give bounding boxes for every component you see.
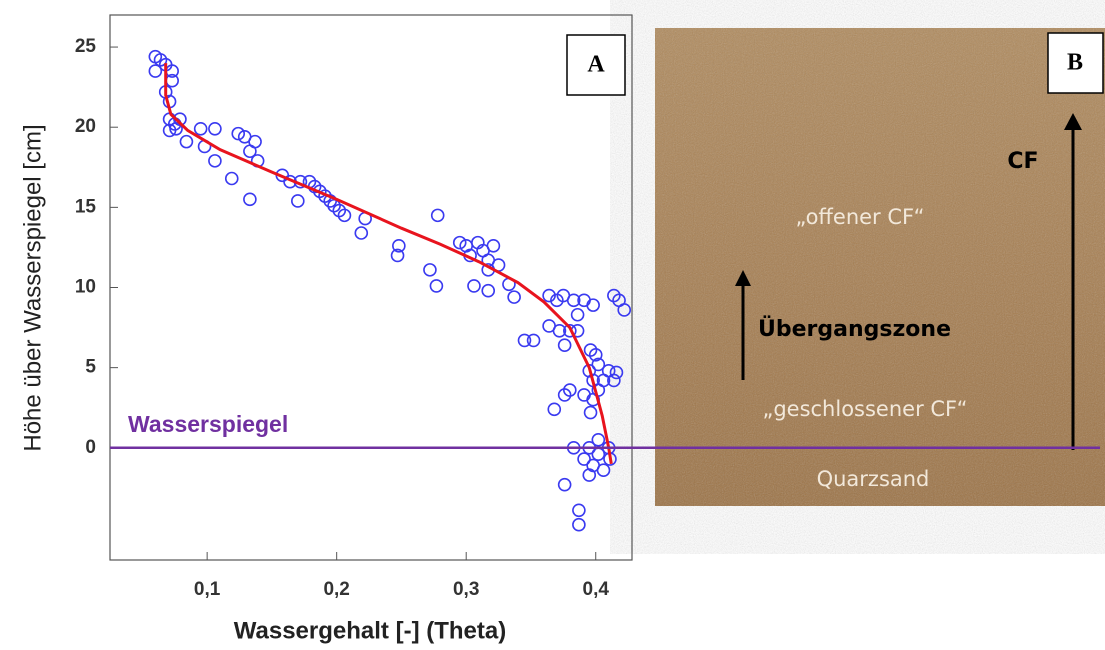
data-point [607, 373, 621, 388]
x-axis-label: Wassergehalt [-] (Theta) [234, 617, 506, 644]
y-axis-label: Höhe über Wasserspiegel [cm] [19, 124, 46, 451]
panel-label: A [587, 52, 605, 78]
data-point [591, 357, 606, 372]
data-point [582, 468, 597, 482]
data-point [586, 298, 600, 312]
data-point [243, 192, 257, 207]
data-point [588, 348, 603, 362]
data-point [193, 122, 208, 136]
y-tick-label: 10 [75, 277, 96, 298]
data-point [557, 477, 572, 492]
panel-label: B [1067, 50, 1083, 76]
data-point [429, 279, 444, 293]
data-point [547, 402, 562, 417]
data-point [577, 388, 591, 402]
transition-label: Übergangszone [758, 316, 951, 342]
data-point [337, 208, 352, 223]
plot-frame [109, 14, 633, 561]
data-point [542, 288, 556, 303]
data-point [148, 64, 163, 78]
data-point [248, 134, 262, 149]
data-point [169, 122, 183, 136]
x-tick-label: 0,4 [583, 579, 610, 600]
data-point [231, 126, 246, 141]
data-point [572, 503, 586, 518]
data-point [583, 405, 598, 420]
data-point [486, 239, 501, 253]
cf-arrow-head [1064, 113, 1082, 130]
data-point [570, 307, 585, 322]
data-point [609, 365, 624, 380]
data-point [392, 239, 406, 253]
panel-box [1047, 32, 1104, 94]
data-point [208, 122, 222, 136]
plot: 0 5 10 15 20 25 0,1 0,2 0,3 0,4 [75, 36, 632, 600]
data-point [563, 383, 577, 397]
x-tick-label: 0,2 [323, 579, 349, 600]
data-point [572, 517, 586, 532]
data-point [162, 123, 177, 138]
data-point [430, 208, 445, 223]
data-point [526, 333, 541, 348]
data-point [481, 283, 496, 298]
data-point [179, 134, 194, 149]
x-tick-label: 0,3 [453, 579, 479, 600]
data-point [390, 248, 405, 263]
closed-cf-label: „geschlossener CF“ [762, 397, 967, 421]
x-tick-label: 0,1 [194, 579, 221, 600]
data-point [591, 432, 606, 447]
data-point [552, 323, 567, 338]
data-point [596, 463, 611, 478]
sand-texture [655, 28, 1105, 506]
data-point [208, 154, 222, 168]
y-tick-label: 15 [75, 196, 97, 217]
water-level-label: Wasserspiegel [128, 411, 288, 437]
cf-label: CF [1007, 149, 1038, 174]
y-tick-label: 0 [85, 437, 96, 458]
data-point [517, 333, 532, 348]
data-point [607, 288, 621, 303]
data-point [354, 226, 369, 240]
data-point [291, 194, 305, 208]
data-point [452, 235, 467, 250]
fit-line [164, 63, 613, 465]
panel-box [566, 34, 626, 96]
sand-label: Quarzsand [817, 467, 930, 491]
data-point [563, 323, 577, 338]
data-point [617, 303, 632, 317]
data-point [467, 279, 481, 293]
photo-panel: „offener CF“ Übergangszone „geschlossene… [655, 28, 1105, 506]
y-tick-label: 25 [75, 36, 97, 57]
data-point [557, 338, 572, 353]
y-tick-label: 20 [75, 116, 96, 137]
open-cf-label: „offener CF“ [795, 205, 924, 229]
data-point [507, 290, 521, 304]
data-point [423, 263, 437, 277]
y-tick-label: 5 [85, 357, 96, 378]
transition-arrow-head [735, 270, 751, 286]
data-point [566, 293, 581, 308]
data-point [224, 171, 239, 186]
data-point [577, 452, 591, 466]
